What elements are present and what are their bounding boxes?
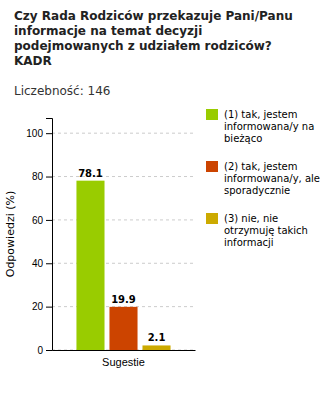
y-tick-label: 60 [32, 215, 44, 226]
data-labels: 78.1 19.9 2.1 [78, 168, 165, 344]
legend-label: (2) tak, jesteminformowana/y, alesporady… [224, 161, 320, 196]
legend-item: (1) tak, jesteminformowana/y nabieżąco [206, 109, 314, 144]
bar [142, 345, 170, 350]
x-tick: Sugestie [102, 350, 145, 368]
y-tick: 0 [37, 345, 52, 356]
text-line: podejmowanych z udziałem rodziców? [14, 39, 272, 53]
text-line: informowana/y na [224, 121, 314, 132]
text-line: (3) nie, nie [224, 213, 278, 224]
data-label: 78.1 [78, 168, 103, 179]
text-line: Czy Rada Rodziców przekazuje Pani/Panu [14, 9, 293, 23]
data-label: 2.1 [148, 332, 166, 343]
text-line: informacje na temat decyzji [14, 24, 202, 38]
subtitle: Liczebność: 146 [14, 84, 110, 98]
legend: (1) tak, jesteminformowana/y nabieżąco (2… [206, 109, 320, 248]
text-line: otrzymuję takich [224, 225, 308, 236]
x-tick-label: Sugestie [102, 356, 145, 368]
y-tick-mark [46, 177, 52, 178]
y-tick-label: 80 [32, 171, 44, 182]
bar [109, 307, 137, 350]
y-tick: 20 [32, 301, 52, 312]
chart: Czy Rada Rodziców przekazuje Pani/Panuin… [0, 0, 335, 400]
y-tick: 60 [32, 215, 52, 226]
y-tick: 100 [26, 128, 52, 139]
x-axis-line [53, 350, 196, 351]
y-tick-mark [46, 220, 52, 221]
y-tick-label: 0 [37, 345, 43, 356]
y-axis-line [46, 119, 53, 351]
text-line: (1) tak, jestem [224, 109, 298, 120]
y-tick: 40 [32, 258, 52, 269]
legend-label: (1) tak, jesteminformowana/y nabieżąco [224, 109, 314, 144]
legend-item: (2) tak, jesteminformowana/y, alesporady… [206, 161, 320, 196]
bars [76, 181, 170, 350]
y-tick-mark [46, 350, 52, 351]
text-line: informowana/y, ale [224, 173, 320, 184]
legend-swatch [206, 213, 218, 224]
y-axis: 0 20 40 60 80 100 [26, 119, 52, 356]
data-label: 19.9 [111, 294, 136, 305]
grid-line [52, 263, 195, 264]
text-line: KADR [14, 54, 52, 68]
y-tick-label: 20 [32, 301, 44, 312]
x-axis: Sugestie [53, 350, 196, 368]
text-line: sporadycznie [224, 185, 290, 196]
grid-line [52, 219, 195, 220]
grid-line [52, 176, 195, 177]
text-line: (2) tak, jestem [224, 161, 298, 172]
text-line: bieżąco [224, 133, 262, 144]
bar [76, 181, 104, 350]
y-tick-label: 100 [26, 128, 43, 139]
grid-line [52, 133, 195, 134]
text-line: informacji [224, 237, 274, 248]
legend-swatch [206, 109, 218, 120]
y-tick-mark [46, 133, 52, 134]
legend-label: (3) nie, nieotrzymuję takichinformacji [224, 213, 308, 248]
grid [52, 133, 195, 350]
y-tick-mark [46, 307, 52, 308]
legend-swatch [206, 161, 218, 172]
y-tick-label: 40 [32, 258, 44, 269]
y-tick-mark [46, 263, 52, 264]
title: Czy Rada Rodziców przekazuje Pani/Panuin… [14, 9, 293, 68]
legend-item: (3) nie, nieotrzymuję takichinformacji [206, 213, 308, 248]
y-axis-title: Odpowiedzi (%) [4, 191, 17, 278]
y-tick: 80 [32, 171, 52, 182]
